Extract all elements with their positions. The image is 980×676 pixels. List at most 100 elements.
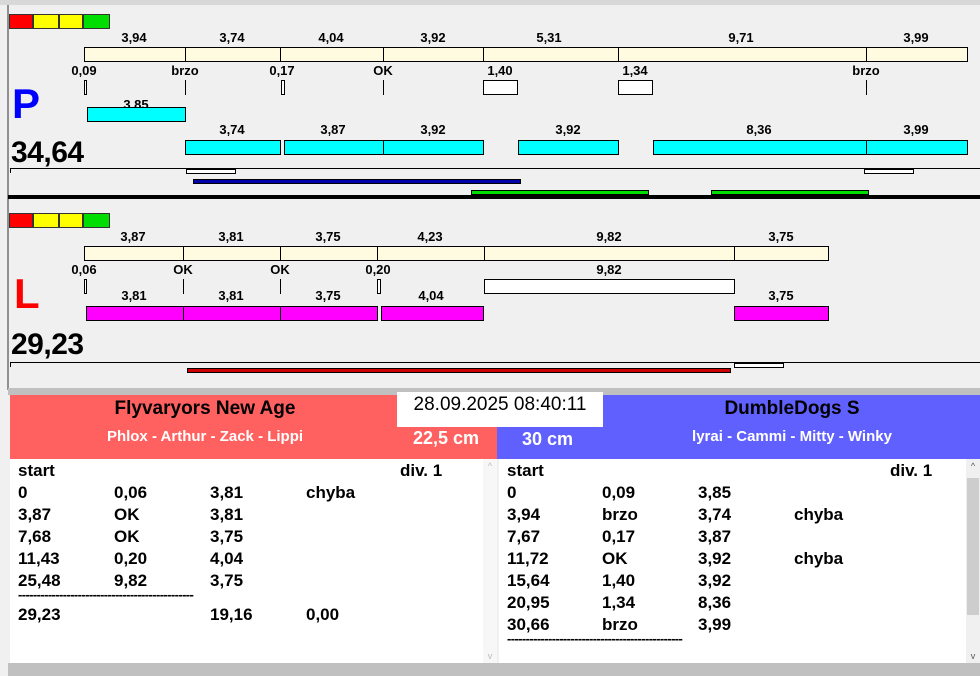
lap-time-label: 3,81 bbox=[121, 288, 147, 303]
status-square bbox=[33, 14, 59, 29]
split-status-label: OK bbox=[373, 63, 393, 78]
lap-bar bbox=[86, 306, 184, 321]
split-segment bbox=[280, 246, 378, 261]
list-header-division: div. 1 bbox=[890, 461, 933, 480]
list-total-cell: 29,23 bbox=[18, 605, 61, 624]
progress-bar bbox=[193, 179, 521, 184]
list-header-division: div. 1 bbox=[400, 461, 443, 480]
lap-time-label: 3,99 bbox=[903, 122, 929, 137]
list-cell: 3,81 bbox=[210, 483, 244, 502]
split-time-label: 3,74 bbox=[219, 30, 245, 45]
fault-marker bbox=[186, 169, 236, 174]
split-time-label: 3,92 bbox=[420, 30, 446, 45]
status-square bbox=[9, 14, 33, 29]
left-team-height: 22,5 cm bbox=[413, 428, 480, 448]
baseline bbox=[10, 362, 980, 363]
fault-marker bbox=[734, 363, 784, 368]
lap-bar bbox=[518, 140, 619, 155]
split-segment bbox=[84, 47, 186, 62]
left-scrollbar[interactable]: ^ v bbox=[483, 459, 497, 663]
list-cell: 3,74 bbox=[698, 505, 732, 524]
panel-divider bbox=[8, 195, 980, 199]
split-time-label: 3,75 bbox=[768, 229, 794, 244]
lap-bar bbox=[87, 107, 186, 122]
lap-bar bbox=[734, 306, 829, 321]
list-cell: 3,92 bbox=[698, 571, 732, 590]
split-status-label: 0,06 bbox=[71, 262, 97, 277]
separator bbox=[8, 388, 980, 395]
status-square bbox=[83, 14, 110, 29]
scroll-up-icon[interactable]: ^ bbox=[487, 461, 493, 471]
split-time-label: 3,75 bbox=[315, 229, 341, 244]
lap-time-label: 3,87 bbox=[320, 122, 346, 137]
split-marker bbox=[866, 80, 867, 95]
right-team-dogs: lyrai - Cammi - Mitty - Winky bbox=[692, 428, 892, 445]
split-status-label: OK bbox=[270, 262, 290, 277]
split-segment bbox=[183, 246, 281, 261]
split-time-label: 9,71 bbox=[728, 30, 754, 45]
split-status-label: 1,34 bbox=[622, 63, 648, 78]
status-square bbox=[59, 14, 83, 29]
split-gap-box bbox=[484, 279, 735, 294]
list-cell: 3,85 bbox=[698, 483, 732, 502]
list-separator: ----------------------------------------… bbox=[18, 587, 194, 602]
list-cell: 1,34 bbox=[602, 593, 636, 612]
split-segment bbox=[484, 246, 735, 261]
left-team-name: Flyvaryors New Age bbox=[114, 398, 296, 419]
list-cell: 20,95 bbox=[507, 593, 550, 612]
list-cell: 4,04 bbox=[210, 549, 244, 568]
status-square bbox=[9, 213, 33, 228]
split-segment bbox=[734, 246, 829, 261]
p-letter: P bbox=[12, 80, 41, 127]
split-segment bbox=[84, 246, 184, 261]
right-scrollbar[interactable]: ^ v bbox=[966, 459, 980, 663]
list-cell: 15,64 bbox=[507, 571, 550, 590]
split-status-label: OK bbox=[173, 262, 193, 277]
lap-bar bbox=[183, 306, 281, 321]
scroll-up-icon[interactable]: ^ bbox=[970, 461, 976, 471]
list-cell: 3,87 bbox=[18, 505, 52, 524]
scroll-down-icon[interactable]: v bbox=[970, 651, 976, 661]
split-status-label: 0,20 bbox=[365, 262, 391, 277]
right-results-list[interactable]: ^ v start div. 1 0 0,09 3,85 3,94 brzo 3,74 chyb… bbox=[499, 459, 980, 663]
list-cell: 3,75 bbox=[210, 527, 244, 546]
split-marker bbox=[185, 80, 186, 95]
list-separator: ----------------------------------------… bbox=[507, 631, 683, 646]
list-cell: chyba bbox=[306, 483, 356, 502]
lap-bar bbox=[381, 306, 484, 321]
list-cell: 1,40 bbox=[602, 571, 636, 590]
split-gap-box bbox=[84, 80, 87, 95]
scroll-down-icon[interactable]: v bbox=[487, 651, 493, 661]
baseline-tick bbox=[10, 168, 11, 173]
split-time-label: 4,23 bbox=[417, 229, 443, 244]
split-time-label: 3,94 bbox=[121, 30, 147, 45]
list-cell: 0 bbox=[18, 483, 28, 502]
split-marker bbox=[280, 279, 281, 294]
split-segment bbox=[185, 47, 281, 62]
split-segment bbox=[866, 47, 968, 62]
list-cell: OK bbox=[114, 505, 140, 524]
list-cell: OK bbox=[602, 549, 628, 568]
lap-bar bbox=[653, 140, 867, 155]
split-time-label: 5,31 bbox=[536, 30, 562, 45]
left-results-list[interactable]: ^ v start div. 1 0 0,06 3,81 chyba 3,87 OK 3,81 7… bbox=[10, 459, 497, 663]
status-square bbox=[59, 213, 83, 228]
scroll-thumb[interactable] bbox=[967, 478, 979, 615]
lap-time-label: 3,92 bbox=[555, 122, 581, 137]
list-cell: 7,68 bbox=[18, 527, 52, 546]
split-status-label: 0,17 bbox=[269, 63, 295, 78]
list-cell: 11,72 bbox=[507, 549, 549, 568]
right-team-height: 30 cm bbox=[522, 429, 574, 449]
progress-bar bbox=[711, 190, 869, 195]
list-cell: 30,66 bbox=[507, 615, 550, 634]
split-time-label: 3,87 bbox=[120, 229, 146, 244]
list-cell: 0,20 bbox=[114, 549, 148, 568]
list-cell: 3,94 bbox=[507, 505, 541, 524]
list-cell: chyba bbox=[794, 549, 844, 568]
progress-bar bbox=[187, 368, 731, 373]
list-cell: 0,06 bbox=[114, 483, 148, 502]
split-marker bbox=[383, 80, 384, 95]
list-cell: brzo bbox=[602, 615, 638, 634]
split-time-label: 3,99 bbox=[903, 30, 929, 45]
lap-time-label: 3,75 bbox=[315, 288, 341, 303]
